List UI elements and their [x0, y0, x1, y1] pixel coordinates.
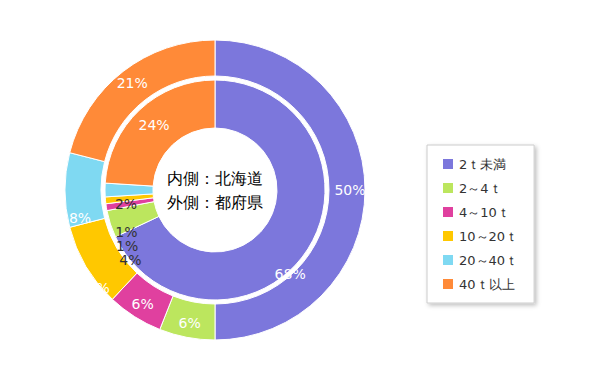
svg-text:2%: 2%: [115, 196, 137, 212]
svg-text:20～40ｔ: 20～40ｔ: [459, 253, 518, 268]
svg-text:24%: 24%: [139, 117, 170, 133]
svg-text:9%: 9%: [88, 280, 110, 296]
svg-text:10～20ｔ: 10～20ｔ: [459, 229, 518, 244]
svg-text:4%: 4%: [119, 252, 141, 268]
svg-text:1%: 1%: [116, 238, 138, 254]
svg-text:2～4ｔ: 2～4ｔ: [459, 181, 502, 196]
svg-text:8%: 8%: [69, 210, 91, 226]
svg-text:1%: 1%: [115, 224, 137, 240]
svg-text:21%: 21%: [117, 75, 148, 91]
svg-text:50%: 50%: [334, 182, 365, 198]
svg-text:内側：北海道: 内側：北海道: [167, 169, 263, 188]
svg-text:6%: 6%: [132, 296, 154, 312]
svg-text:2ｔ未満: 2ｔ未満: [459, 157, 506, 172]
svg-text:40ｔ以上: 40ｔ以上: [459, 277, 515, 292]
svg-text:6%: 6%: [179, 315, 201, 331]
svg-text:68%: 68%: [275, 266, 306, 282]
svg-text:外側：都府県: 外側：都府県: [167, 193, 263, 212]
svg-text:4～10ｔ: 4～10ｔ: [459, 205, 510, 220]
